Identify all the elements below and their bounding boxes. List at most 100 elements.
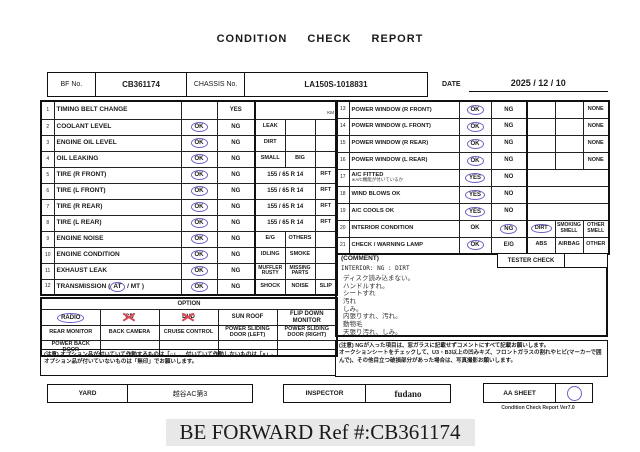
option-sunroof: SUN ROOF [217, 309, 278, 326]
sub-cell [526, 151, 556, 170]
row-number: 16 [335, 151, 350, 170]
no-cell: NO [490, 168, 528, 187]
ok-cell: OK [180, 198, 218, 216]
ng-cell: NG [490, 117, 528, 136]
circle-mark: RADIO [57, 312, 85, 323]
sub-cell [314, 134, 338, 152]
option-table: OPTION RADIO CD DVD SUN ROOF FLIP DOWN M… [40, 297, 339, 357]
table-row: 16 POWER WINDOW (L REAR) OK NG NONE [335, 151, 610, 170]
option-radio: RADIO [40, 309, 101, 326]
ng-cell: NG [216, 182, 256, 200]
ok-cell: OK [180, 134, 218, 152]
sub-cell [284, 134, 316, 152]
row-label: CHECK / WARNING LAMP [348, 236, 460, 255]
ng-cell: NG [216, 150, 256, 168]
comment-lines: ディスク読み込まない。 ハンドルすれ。 シートすれ 汚れ しみ。 内張りすれ、汚… [343, 275, 415, 336]
row-number: 8 [40, 214, 55, 232]
sub-cell [554, 100, 584, 119]
be-forward-ref: BE FORWARD Ref #:CB361174 [165, 419, 475, 446]
sub-cell: DIRT [526, 219, 556, 238]
option-note: (注意) オプション品が付いていて作動するものは「○」、 付いていて作動しないも… [40, 349, 336, 376]
date-block: DATE 2025 / 12 / 10 [442, 72, 608, 97]
option-power-back-door: POWER BACK DOOR [40, 340, 101, 357]
row-number: 4 [40, 150, 55, 168]
option-flipdown-monitor: FLIP DOWN MONITOR [276, 309, 338, 326]
row-number: 13 [335, 100, 350, 119]
option-power-sliding-left: POWER SLIDING DOOR (LEFT) [217, 325, 278, 341]
circle-mark: YES [464, 206, 485, 217]
row-number: 9 [40, 230, 55, 248]
circle-mark: OK [190, 202, 208, 213]
page-title: CONDITION CHECK REPORT [216, 33, 424, 45]
ok-cell [180, 100, 218, 120]
yard-label: YARD [48, 385, 128, 402]
ng-cell: NG [216, 246, 256, 264]
row-number: 5 [40, 166, 55, 184]
table-row: 21 CHECK / WARNING LAMP OK E/G ABS AIRBA… [335, 236, 610, 255]
circle-mark: OK [190, 250, 208, 261]
table-row: 18 WIND BLOWS OK YES NO [335, 185, 610, 204]
tester-check-value [565, 253, 608, 268]
option-header: OPTION [40, 297, 338, 310]
table-row: 1 TIMING BELT CHANGE YES KM [40, 100, 338, 120]
circle-mark: OK [190, 218, 208, 229]
table-row: 3 ENGINE OIL LEVEL OK NG DIRT [40, 134, 338, 152]
yes-value: YES [229, 107, 242, 114]
comment-typed: INTERIOR: NG : DIRT [341, 265, 410, 272]
sub-cell: NONE [582, 151, 610, 170]
yes-cell: YES [458, 168, 492, 187]
circle-mark: OK [190, 154, 208, 165]
row-number: 11 [40, 262, 55, 280]
sub-cell: BIG [284, 150, 316, 168]
ok-cell: OK [458, 219, 492, 238]
sub-cell: SHOCK [254, 278, 286, 296]
sub-cell: SLIP [314, 278, 338, 296]
row-label: EXHAUST LEAK [53, 262, 182, 280]
ok-cell: OK [180, 214, 218, 232]
row-label: POWER WINDOW (L FRONT) [348, 117, 460, 136]
row-number: 6 [40, 182, 55, 200]
circle-mark: OK [466, 240, 484, 251]
ok-cell: OK [180, 230, 218, 248]
no-cell: NO [490, 185, 528, 204]
bf-no-value: CB361174 [96, 73, 188, 96]
row-label: POWER WINDOW (R FRONT) [348, 100, 460, 119]
row-label: ENGINE NOISE [53, 230, 182, 248]
option-empty [276, 340, 338, 357]
sub-cell [314, 230, 338, 248]
ok-cell: OK [458, 117, 492, 136]
ac-fitted-note: ※A/C機能が付いているか [351, 177, 404, 183]
tire-size: 155 / 65 R 14 [254, 166, 316, 184]
ok-cell: OK [458, 100, 492, 119]
row-label: A/C FITTED ※A/C機能が付いているか [348, 168, 460, 187]
sub-cell [526, 100, 556, 119]
checklist-left: 1 TIMING BELT CHANGE YES KM 2 COOLANT LE… [40, 100, 339, 297]
ok-cell: OK [180, 246, 218, 264]
sub-cell [314, 246, 338, 264]
sub-cell [526, 168, 610, 187]
circle-mark: OK [466, 121, 484, 132]
row-number: 2 [40, 118, 55, 136]
sub-cell: MISSING PARTS [284, 262, 316, 280]
table-row: 17 A/C FITTED ※A/C機能が付いているか YES NO [335, 168, 610, 187]
sub-cell: AIRBAG [554, 236, 584, 255]
sub-cell: SMOKING SMELL [554, 219, 584, 238]
table-row: 7 TIRE (R REAR) OK NG 155 / 65 R 14 RFT [40, 198, 338, 216]
report-header: BF No. CB361174 CHASSIS No. LA150S-10188… [47, 72, 428, 97]
sub-cell: IDLING [254, 246, 286, 264]
ng-note: (注意) NGが入った項目は、窓ガラスに記載せずコメントにすべて記載お願いします… [335, 340, 608, 377]
ok-cell: OK [180, 278, 218, 296]
inspector-value: fudano [394, 388, 422, 399]
circle-mark: OK [190, 138, 208, 149]
circle-mark: OK [190, 122, 208, 133]
circle-mark: DIRT [530, 223, 552, 234]
aa-sheet-box: AA SHEET [483, 383, 593, 403]
row-number: 1 [40, 100, 55, 120]
sub-cell: SMOKE [284, 246, 316, 264]
circle-mark: OK [190, 266, 208, 277]
yard-box: YARD 越谷AC第3 [47, 384, 253, 403]
yes-cell: YES [458, 202, 492, 221]
sub-cell [526, 185, 610, 204]
sub-cell: RFT [314, 182, 338, 200]
ng-cell: NG [216, 262, 256, 280]
